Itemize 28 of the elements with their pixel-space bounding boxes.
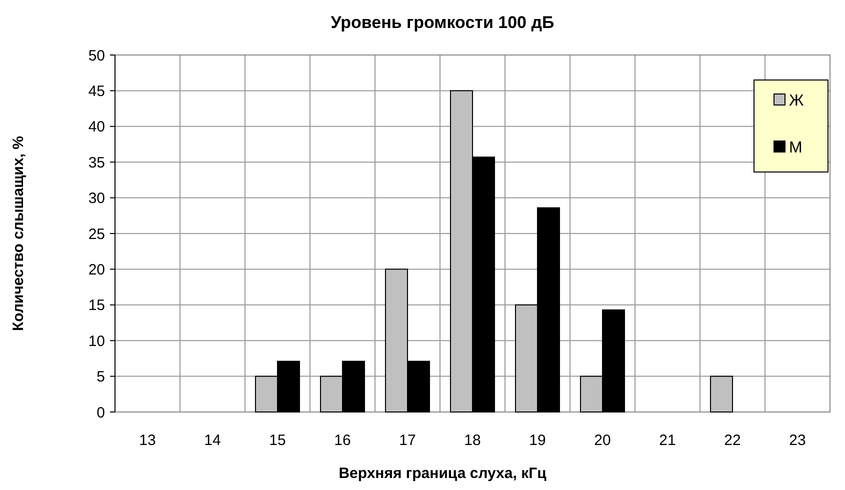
x-tick-label: 21	[659, 432, 676, 449]
y-tick-label: 5	[96, 368, 105, 386]
x-axis-title: Верхняя граница слуха, кГц	[338, 465, 548, 482]
x-tick-label: 17	[399, 432, 416, 449]
y-tick-label: 35	[88, 154, 105, 172]
bar	[710, 376, 733, 412]
y-tick-label: 30	[88, 190, 105, 208]
y-tick-label: 20	[88, 261, 105, 278]
y-tick-label: 45	[88, 82, 105, 100]
y-tick-label: 25	[88, 226, 105, 243]
y-tick-label: 10	[88, 332, 105, 350]
x-tick-label: 20	[594, 432, 611, 449]
y-tick-label: 40	[88, 118, 105, 136]
chart-title: Уровень громкости 100 дБ	[330, 13, 554, 32]
y-tick-label: 50	[88, 47, 105, 64]
x-tick-label: 23	[789, 432, 806, 449]
x-tick-label: 15	[269, 432, 286, 449]
legend-label: Ж	[789, 92, 804, 110]
x-tick-label: 22	[724, 432, 741, 449]
x-tick-label: 13	[139, 432, 156, 449]
x-tick-label: 19	[529, 432, 546, 449]
y-axis-title: Количество слышащих, %	[10, 136, 27, 332]
y-tick-label: 0	[96, 404, 105, 422]
legend-label: М	[789, 140, 802, 157]
x-tick-label: 18	[464, 432, 481, 449]
x-tick-label: 14	[204, 432, 221, 449]
y-tick-label: 15	[88, 297, 105, 314]
x-tick-label: 16	[334, 432, 351, 449]
